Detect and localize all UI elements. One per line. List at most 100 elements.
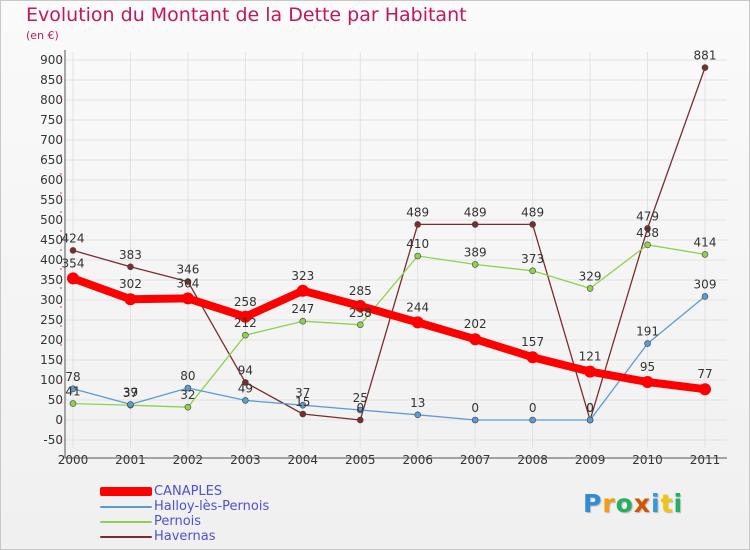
x-tick-label: 2011 [690,453,721,467]
data-point [699,383,711,396]
data-label: 15 [295,395,310,409]
data-point [529,416,536,424]
data-point [414,252,422,260]
logo-letter: i [651,489,661,518]
data-label: 37 [295,386,310,400]
data-label: 479 [636,209,659,223]
data-label: 13 [410,396,425,410]
y-tick-label: 450 [40,233,63,247]
x-tick-label: 2009 [575,453,606,467]
data-label: 389 [464,245,487,259]
data-label: 121 [579,350,602,364]
data-label: 438 [636,226,659,240]
data-label: 258 [234,295,257,309]
data-point [414,411,422,419]
legend-label: Pernois [154,514,202,529]
data-label: 77 [697,367,712,381]
data-label: 0 [586,401,594,415]
data-point [184,403,192,411]
data-point [181,292,194,305]
data-point [242,397,249,404]
y-tick-label: 900 [40,53,63,67]
data-point [242,331,249,339]
data-point [127,401,134,408]
x-tick-label: 2001 [115,453,146,467]
data-point [586,416,594,424]
data-point [184,384,192,392]
data-point [354,300,367,312]
data-label: 285 [349,284,372,298]
y-tick-label: 650 [40,153,63,167]
data-label: 94 [238,363,253,377]
data-label: 424 [62,231,85,245]
logo-letter: t [660,489,674,518]
data-point [471,261,479,268]
x-tick-label: 2008 [517,453,548,467]
logo-letter: o [615,489,634,518]
data-label: 78 [65,370,80,384]
proxiti-logo: Proxiti [583,489,683,518]
y-tick-label: 300 [40,293,63,307]
data-point [471,416,479,424]
data-label: 383 [119,248,142,262]
legend-label: Halloy-lès-Pernois [154,499,270,514]
legend-label: Havernas [154,529,216,544]
data-label: 0 [529,401,537,415]
data-point [644,241,651,249]
data-point [469,333,482,346]
data-label: 244 [406,300,429,314]
logo-letter: x [633,489,651,518]
data-label: 202 [464,317,487,331]
x-tick-label: 2004 [288,453,319,467]
y-tick-label: 150 [40,353,63,367]
data-point [127,263,134,271]
x-tick-label: 2010 [632,453,663,467]
data-label: 881 [694,49,717,63]
data-point [296,284,309,297]
series-line-canaples [69,274,709,394]
data-point [299,317,307,325]
y-tick-label: 350 [40,273,63,287]
y-tick-label: 0 [55,413,63,427]
data-label: 157 [521,335,544,349]
data-label: 212 [234,316,257,330]
data-point [356,321,364,329]
x-tick-label: 2007 [460,453,491,467]
data-label: 329 [579,269,602,283]
data-point [526,351,539,364]
legend-label: CANAPLES [154,484,223,499]
data-label: 414 [694,235,717,249]
data-label: 489 [406,205,429,219]
data-point [529,221,536,228]
data-point [644,340,651,347]
y-tick-label: 400 [40,253,63,267]
x-tick-label: 2006 [402,453,433,467]
x-tick-label: 2003 [230,453,261,467]
y-tick-label: -50 [43,433,63,447]
data-point [184,278,192,285]
y-tick-label: 500 [40,213,63,227]
data-point [356,416,364,424]
legend-swatch [100,506,152,508]
data-point [69,385,77,393]
data-label: 37 [123,386,138,400]
data-label: 354 [62,256,85,270]
x-tick-label: 2005 [345,453,376,467]
legend-swatch [100,536,152,538]
y-tick-label: 100 [40,373,63,387]
data-point [414,221,422,228]
data-label: 410 [406,237,429,251]
data-label: 49 [238,381,253,395]
series-line-pernois [72,244,706,408]
y-tick-label: 250 [40,313,63,327]
data-point [67,272,79,285]
y-tick-label: 200 [40,333,63,347]
data-point [586,285,594,292]
data-point [641,376,654,388]
data-label: 0 [586,401,594,415]
y-tick-label: 550 [40,193,63,207]
logo-letter: P [583,489,603,518]
data-label: 80 [180,369,195,383]
data-label: 489 [464,205,487,219]
